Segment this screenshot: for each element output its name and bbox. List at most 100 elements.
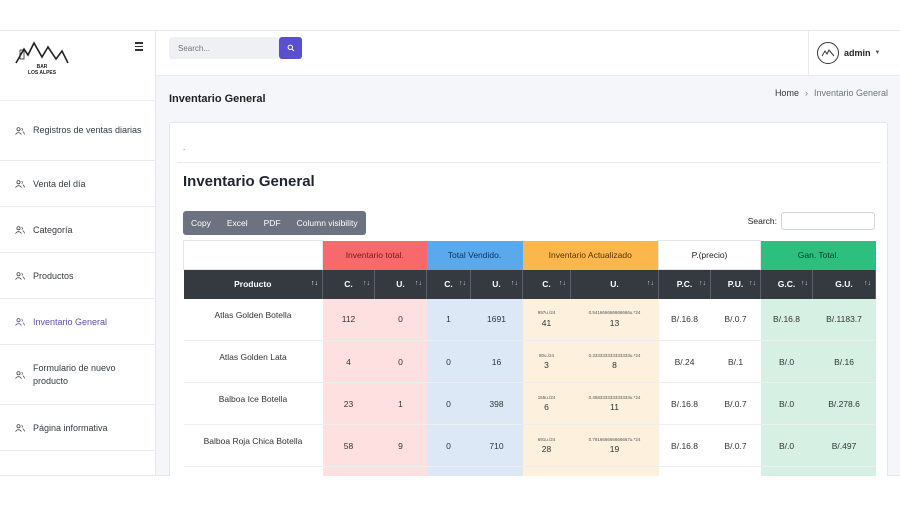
cell-tv-u: 1691 bbox=[470, 298, 523, 341]
inventory-card: . Inventario General Copy Excel PDF Colu… bbox=[169, 122, 888, 476]
sort-icon: ↑↓ bbox=[511, 279, 518, 287]
table-row: Balboa Roja Chica Botella 58 9 0 710 691… bbox=[183, 424, 876, 467]
cell-gu: B/.497 bbox=[812, 424, 876, 467]
search-input[interactable] bbox=[169, 37, 279, 59]
cell-ia-c-formula: 691u./24 bbox=[537, 436, 556, 442]
cell-ia-u: 0.458333333333333u.*24 11 bbox=[570, 382, 659, 425]
cell-pu: B/.0.7 bbox=[710, 382, 761, 425]
cell-pu: B/.1 bbox=[710, 340, 761, 383]
cell-pc: B/.16.8 bbox=[658, 298, 711, 341]
sort-icon: ↑↓ bbox=[864, 279, 872, 287]
excel-button[interactable]: Excel bbox=[226, 218, 248, 228]
table-row-partial bbox=[184, 466, 876, 476]
sidebar-item-pagina-informativa[interactable]: Página informativa bbox=[0, 405, 156, 451]
column-header-label: P.C. bbox=[676, 279, 693, 290]
sidebar-item-label: Registros de ventas diarias bbox=[33, 125, 142, 136]
users-icon bbox=[15, 423, 25, 432]
sidebar-item-label: Página informativa bbox=[33, 422, 108, 433]
cell-it-u: 1 bbox=[374, 382, 427, 425]
logo-text-1: BAR bbox=[37, 64, 48, 70]
cell-ia-u-formula: 0.333333333333333u.*24 bbox=[588, 352, 641, 358]
sort-icon: ↑↓ bbox=[647, 279, 655, 287]
users-icon bbox=[15, 126, 25, 135]
column-header-tv-u[interactable]: U. ↑↓ bbox=[470, 269, 523, 299]
column-header-label: G.C. bbox=[777, 279, 796, 289]
column-visibility-button[interactable]: Column visibility bbox=[296, 218, 358, 228]
column-header-it-c[interactable]: C. ↑↓ bbox=[322, 269, 375, 299]
cell-it-u: 0 bbox=[374, 340, 427, 383]
cell-ia-u-value: 13 bbox=[609, 317, 620, 328]
column-header-label: U. bbox=[492, 279, 501, 289]
card-header-text: . bbox=[183, 143, 186, 152]
cell-gu: B/.16 bbox=[812, 340, 876, 383]
cell-tv-c: 0 bbox=[426, 424, 471, 467]
cell-tv-c: 0 bbox=[426, 340, 471, 383]
sidebar-item-label: Categoría bbox=[33, 224, 73, 235]
cell-ia-u-value: 19 bbox=[609, 444, 620, 455]
copy-button[interactable]: Copy bbox=[191, 218, 211, 228]
sidebar: BAR LOS ALPES Registros de ventas diaria… bbox=[0, 31, 156, 475]
breadcrumb-separator: › bbox=[804, 88, 808, 98]
cell-gc: B/.16.8 bbox=[760, 298, 813, 341]
sort-icon: ↑↓ bbox=[363, 279, 370, 287]
column-header-ia-u[interactable]: U. ↑↓ bbox=[570, 269, 660, 299]
column-header-pu[interactable]: P.U. ↑↓ bbox=[710, 269, 762, 299]
card-title: Inventario General bbox=[183, 173, 315, 190]
cell-pu: B/.0.7 bbox=[710, 424, 761, 467]
mountain-logo[interactable]: BAR LOS ALPES bbox=[14, 37, 70, 77]
column-header-label: P.U. bbox=[727, 279, 744, 290]
table-search-label: Search: bbox=[747, 216, 777, 226]
column-header-tv-c[interactable]: C. ↑↓ bbox=[426, 269, 471, 299]
sidebar-item-label: Productos bbox=[33, 270, 74, 281]
cell-ia-c-value: 28 bbox=[541, 444, 552, 455]
sidebar-item-productos[interactable]: Productos bbox=[0, 253, 156, 299]
column-header-label: G.U. bbox=[835, 279, 853, 289]
column-header-ia-c[interactable]: C. ↑↓ bbox=[522, 269, 571, 299]
mountain-icon bbox=[821, 49, 835, 57]
sidebar-item-venta-del-dia[interactable]: Venta del día bbox=[0, 161, 156, 207]
group-header-blank bbox=[183, 240, 323, 270]
cell-ia-c-value: 41 bbox=[541, 317, 552, 328]
cell-ia-u: 0.541666666666666u.*24 13 bbox=[570, 298, 659, 341]
cell-pc: B/.16.8 bbox=[658, 424, 711, 467]
page-title: Inventario General bbox=[169, 93, 266, 105]
cell-ia-u-value: 8 bbox=[612, 360, 617, 371]
cell-producto: Balboa Roja Chica Botella bbox=[183, 424, 323, 467]
table-search-input[interactable] bbox=[781, 212, 875, 230]
pdf-button[interactable]: PDF bbox=[263, 218, 281, 228]
user-menu[interactable]: admin ▼ bbox=[808, 31, 900, 75]
cell-it-u: 0 bbox=[374, 298, 427, 341]
cell-it-c: 58 bbox=[322, 424, 375, 467]
group-header-inventario-total: Inventario total. bbox=[322, 240, 427, 270]
users-icon bbox=[15, 317, 25, 326]
column-header-label: U. bbox=[396, 279, 405, 289]
column-header-gu[interactable]: G.U. ↑↓ bbox=[812, 269, 877, 299]
menu-toggle-icon[interactable] bbox=[135, 42, 143, 51]
breadcrumb-current: Inventario General bbox=[813, 88, 888, 98]
cell-ia-c: 155u./24 6 bbox=[522, 382, 571, 425]
search-button[interactable] bbox=[279, 37, 302, 59]
user-name: admin bbox=[844, 48, 871, 58]
cell-ia-c-formula: 155u./24 bbox=[537, 394, 556, 400]
cell-pu: B/.0.7 bbox=[710, 298, 761, 341]
sidebar-item-categoria[interactable]: Categoría bbox=[0, 207, 156, 253]
column-header-producto[interactable]: Producto ↑↓ bbox=[183, 269, 323, 299]
sort-icon: ↑↓ bbox=[311, 280, 318, 287]
cell-ia-c: 997u./24 41 bbox=[522, 298, 571, 341]
column-header-it-u[interactable]: U. ↑↓ bbox=[374, 269, 427, 299]
sidebar-item-formulario[interactable]: Formulario de nuevo producto bbox=[0, 345, 156, 405]
group-header-ganancia-total: Gan. Total. bbox=[760, 240, 876, 270]
cell-ia-u-value: 11 bbox=[610, 402, 619, 413]
sidebar-item-inventario-general[interactable]: Inventario General bbox=[0, 299, 156, 345]
column-header-row: Producto ↑↓ C. ↑↓ U. ↑↓ C. ↑↓ U. ↑↓ C. ↑↓ U. ↑↓… bbox=[183, 269, 877, 299]
breadcrumb-home[interactable]: Home bbox=[774, 88, 799, 98]
cell-tv-u: 710 bbox=[470, 424, 523, 467]
group-header-total-vendido: Total Vendido. bbox=[426, 240, 523, 270]
column-header-pc[interactable]: P.C. ↑↓ bbox=[658, 269, 712, 299]
column-header-gc[interactable]: G.C. ↑↓ bbox=[760, 269, 814, 299]
card-header: . bbox=[177, 123, 881, 163]
sidebar-item-registros[interactable]: Registros de ventas diarias bbox=[0, 101, 156, 161]
cell-ia-c-value: 6 bbox=[544, 402, 549, 413]
cell-gc: B/.0 bbox=[760, 382, 813, 425]
sidebar-item-label: Venta del día bbox=[33, 178, 86, 189]
